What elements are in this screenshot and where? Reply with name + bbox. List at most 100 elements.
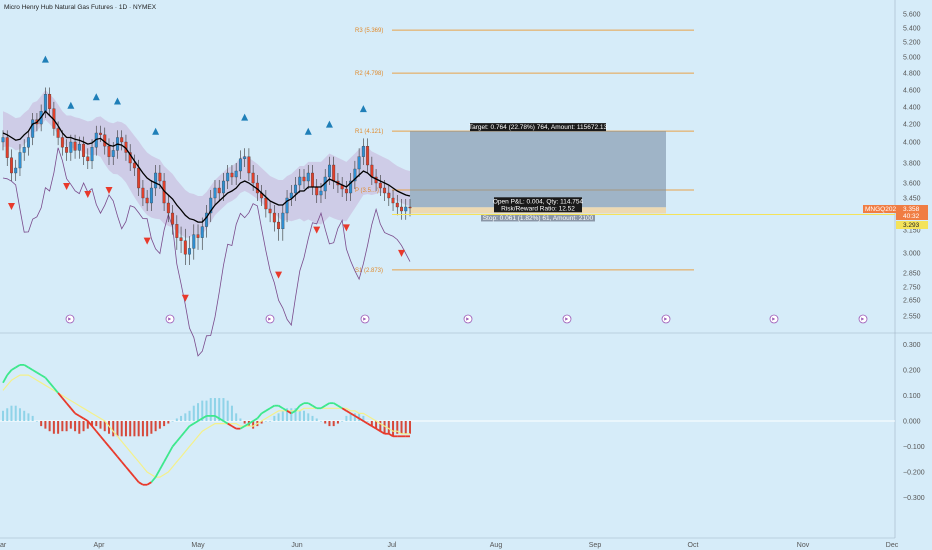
histogram-bar bbox=[197, 403, 200, 421]
histogram-bar bbox=[158, 421, 161, 429]
risk-reward-label: Risk/Reward Ratio: 12.52 bbox=[501, 205, 575, 212]
macd-segment bbox=[87, 420, 93, 427]
price-tick-label: 5.600 bbox=[903, 12, 921, 19]
histogram-bar bbox=[61, 421, 64, 432]
candle-body bbox=[289, 192, 293, 199]
candle-body bbox=[370, 164, 374, 178]
macd-segment bbox=[341, 407, 347, 412]
histogram-bar bbox=[252, 421, 255, 429]
candle-body bbox=[73, 141, 77, 151]
candle-body bbox=[128, 152, 132, 164]
oscillator-axis[interactable]: 0.300 0.200 0.100 0.000 −0.100 −0.200 −0.300 bbox=[903, 342, 925, 502]
histogram-bar bbox=[319, 421, 322, 422]
candle-body bbox=[400, 206, 403, 212]
candle-body bbox=[107, 146, 111, 157]
histogram-bar bbox=[31, 415, 34, 421]
histogram-bar bbox=[409, 421, 411, 434]
price-tick-label: 2.750 bbox=[903, 285, 921, 292]
level-label: P (3.5…) bbox=[355, 188, 379, 194]
macd-segment bbox=[32, 369, 38, 374]
symbol-tag-background bbox=[863, 205, 896, 213]
candle-body bbox=[383, 187, 387, 194]
candle-body bbox=[69, 141, 73, 153]
replay-arrow bbox=[772, 317, 776, 321]
macd-segment bbox=[265, 407, 271, 412]
price-tick-label: 5.400 bbox=[903, 26, 921, 33]
macd-segment bbox=[65, 402, 72, 409]
up-arrow-icon bbox=[325, 120, 333, 128]
histogram-bar bbox=[336, 421, 339, 424]
last-price-tag: 3.358 bbox=[903, 206, 920, 213]
histogram-bar bbox=[44, 421, 47, 429]
histogram-bar bbox=[188, 410, 191, 421]
candle-body bbox=[31, 119, 35, 138]
macd-segment bbox=[27, 366, 34, 371]
histogram-bar bbox=[362, 415, 365, 421]
histogram-bar bbox=[10, 405, 13, 421]
histogram-bar bbox=[201, 400, 204, 421]
histogram-bar bbox=[192, 405, 195, 421]
candle-body bbox=[26, 137, 30, 148]
ichimoku-cloud bbox=[3, 90, 410, 238]
up-arrow-icon bbox=[241, 113, 249, 121]
time-tick-label: Jun bbox=[291, 542, 302, 549]
candle-body bbox=[353, 168, 357, 182]
macd-segment bbox=[40, 374, 46, 379]
candle-body bbox=[18, 152, 22, 169]
down-arrow-icon bbox=[84, 191, 92, 198]
histogram-bar bbox=[78, 421, 81, 434]
candle-body bbox=[222, 180, 225, 194]
time-axis[interactable]: ar Apr May Jun Jul Aug Sep Oct Nov Dec bbox=[0, 542, 899, 549]
candle-body bbox=[188, 248, 191, 255]
candle-body bbox=[408, 206, 412, 209]
position-box[interactable]: Target: 0.764 (22.78%) 764, Amount: 1156… bbox=[410, 123, 666, 222]
histogram-bar bbox=[400, 421, 403, 434]
replay-arrow bbox=[664, 317, 668, 321]
replay-arrow bbox=[363, 317, 367, 321]
histogram-bar bbox=[370, 421, 373, 427]
macd-segment bbox=[138, 481, 144, 486]
profit-zone[interactable] bbox=[410, 131, 666, 208]
macd-segment bbox=[150, 476, 157, 483]
ma-path bbox=[2, 110, 411, 223]
candle-body bbox=[281, 212, 285, 230]
histogram-bar bbox=[23, 410, 26, 421]
candle-body bbox=[99, 132, 102, 135]
histogram-bar bbox=[222, 398, 225, 421]
macd-segment bbox=[362, 420, 369, 425]
candle-body bbox=[378, 182, 382, 189]
candle-body bbox=[120, 137, 124, 143]
down-arrow-icon bbox=[398, 249, 406, 257]
candle-body bbox=[183, 240, 187, 255]
macd-segment bbox=[354, 415, 360, 420]
macd-segment bbox=[244, 422, 250, 427]
price-axis[interactable]: 5.600 5.400 5.200 5.000 4.800 4.600 4.400 4.200… bbox=[903, 12, 921, 321]
candle-body bbox=[132, 162, 136, 169]
macd-segment bbox=[333, 402, 339, 407]
candle-body bbox=[217, 187, 221, 194]
candle-body bbox=[302, 176, 306, 182]
histogram-bar bbox=[35, 421, 38, 422]
histogram-bar bbox=[307, 413, 310, 421]
candle-body bbox=[209, 197, 213, 214]
candle-body bbox=[192, 234, 196, 249]
histogram-bar bbox=[341, 421, 344, 422]
candle-body bbox=[1, 137, 5, 143]
histogram-bar bbox=[383, 421, 386, 434]
histogram-bar bbox=[171, 421, 174, 422]
time-tick-label: Sep bbox=[589, 542, 602, 549]
time-tick-label: May bbox=[191, 542, 205, 549]
macd-segment bbox=[282, 407, 288, 412]
osc-tick-label: 0.300 bbox=[903, 342, 921, 349]
up-arrow-icon bbox=[41, 55, 49, 63]
histogram-bar bbox=[264, 421, 267, 422]
histogram-bar bbox=[387, 421, 390, 434]
histogram-bar bbox=[273, 415, 276, 421]
macd-segment bbox=[214, 415, 220, 420]
macd-segment bbox=[261, 410, 267, 415]
replay-arrow bbox=[466, 317, 470, 321]
macd-segment bbox=[154, 469, 161, 478]
